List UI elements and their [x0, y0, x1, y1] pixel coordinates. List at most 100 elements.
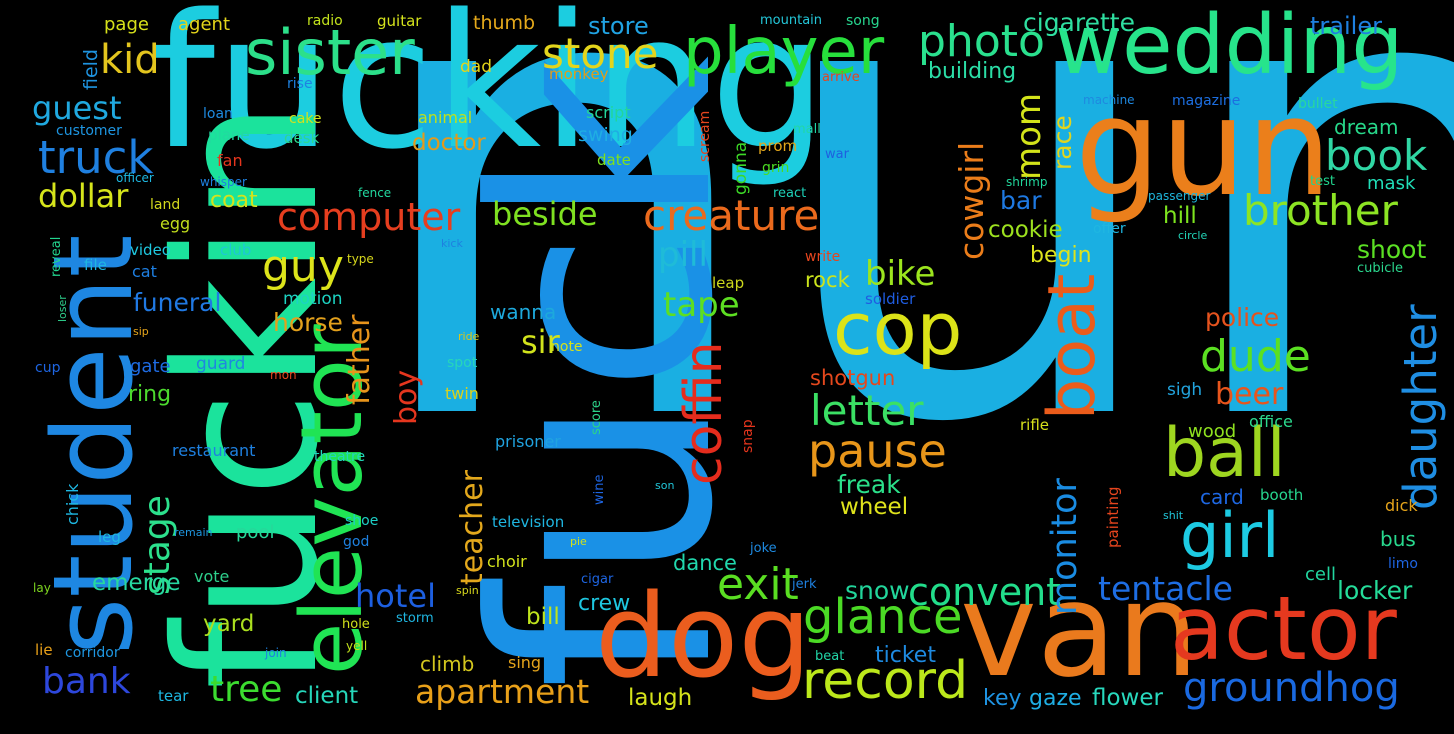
- word-whisper: whisper: [200, 175, 247, 189]
- word-vote: vote: [194, 567, 230, 586]
- word-spot: spot: [447, 355, 478, 371]
- word-shrimp: shrimp: [1006, 175, 1048, 189]
- word-hole: hole: [342, 617, 370, 632]
- word-office: office: [1249, 412, 1293, 431]
- word-lay: lay: [33, 581, 51, 595]
- word-restaurant: restaurant: [172, 441, 256, 460]
- word-coat: coat: [210, 188, 258, 213]
- word-dollar: dollar: [38, 177, 129, 215]
- word-nun: nun: [360, 0, 1454, 562]
- word-gonna: gonna: [731, 141, 751, 195]
- word-soldier: soldier: [865, 290, 916, 308]
- word-wedding: wedding: [1055, 0, 1404, 93]
- word-rock: rock: [805, 268, 850, 292]
- word-beer: beer: [1215, 377, 1284, 412]
- word-bus: bus: [1380, 527, 1416, 551]
- word-key: key: [983, 686, 1022, 711]
- word-radio: radio: [307, 13, 343, 29]
- word-react: react: [773, 186, 807, 201]
- word-kick: kick: [441, 237, 463, 250]
- word-magazine: magazine: [1172, 93, 1241, 109]
- word-book: book: [1325, 131, 1428, 180]
- word-ball: ball: [1163, 414, 1286, 493]
- word-letter: letter: [810, 386, 924, 435]
- word-remain: remain: [174, 526, 213, 539]
- word-joke: joke: [750, 541, 777, 556]
- word-grin: grin: [762, 160, 790, 176]
- word-cigarette: cigarette: [1023, 8, 1135, 37]
- word-player: player: [683, 15, 885, 89]
- word-note: note: [551, 339, 583, 355]
- word-store: store: [588, 12, 649, 40]
- word-storm: storm: [396, 611, 434, 626]
- word-bank: bank: [42, 661, 131, 702]
- word-prom: prom: [758, 137, 798, 155]
- word-girl: girl: [1180, 499, 1280, 572]
- word-hill: hill: [1163, 203, 1197, 229]
- word-cake: cake: [289, 111, 322, 127]
- word-file: file: [84, 256, 107, 274]
- word-freak: freak: [837, 470, 901, 499]
- word-page: page: [104, 14, 149, 35]
- word-snow: snow: [845, 576, 910, 605]
- word-cowgirl: cowgirl: [952, 141, 991, 260]
- word-boy: boy: [389, 369, 424, 425]
- word-desk: desk: [284, 129, 320, 147]
- word-pie: pie: [570, 535, 587, 548]
- word-test: test: [1310, 174, 1335, 189]
- word-cubicle: cubicle: [1357, 261, 1404, 276]
- word-monitor: monitor: [1045, 478, 1085, 615]
- word-leap: leap: [712, 274, 745, 292]
- word-begin: begin: [1030, 243, 1092, 268]
- word-cell: cell: [1305, 564, 1336, 585]
- word-actor: actor: [1170, 577, 1397, 680]
- word-television: television: [492, 513, 565, 531]
- word-groundhog: groundhog: [1183, 665, 1400, 711]
- word-customer: customer: [56, 123, 122, 139]
- word-shoe: shoe: [345, 513, 379, 529]
- word-jerk: jerk: [792, 577, 817, 592]
- word-teacher: teacher: [455, 470, 490, 585]
- word-loan: loan: [203, 106, 233, 122]
- word-record: record: [802, 651, 969, 711]
- word-ring: ring: [128, 382, 172, 407]
- word-lie: lie: [35, 641, 53, 659]
- word-shoot: shoot: [1357, 235, 1427, 264]
- word-bill: bill: [526, 604, 560, 630]
- word-funeral: funeral: [133, 288, 222, 317]
- word-dog: dog: [595, 570, 812, 704]
- word-god: god: [343, 534, 370, 550]
- word-photo: photo: [918, 16, 1045, 67]
- word-yell: yell: [346, 639, 368, 653]
- word-fucking: fucking: [150, 0, 828, 190]
- word-fan: fan: [217, 151, 243, 170]
- word-passenger: passenger: [1148, 189, 1211, 203]
- word-war: war: [825, 147, 849, 162]
- word-daughter: daughter: [1394, 304, 1447, 510]
- word-yard: yard: [203, 611, 255, 637]
- word-exit: exit: [717, 559, 799, 610]
- word-cat: cat: [132, 262, 157, 281]
- word-guitar: guitar: [377, 12, 422, 30]
- word-monkey: monkey: [549, 65, 609, 83]
- word-kid: kid: [100, 37, 160, 83]
- word-swing: swing: [578, 124, 633, 146]
- word-prisoner: prisoner: [495, 432, 561, 451]
- word-dude: dude: [1200, 331, 1311, 382]
- word-choir: choir: [487, 552, 527, 571]
- word-script: script: [586, 103, 631, 122]
- word-client: client: [295, 683, 359, 709]
- word-shit: shit: [1163, 509, 1184, 522]
- word-truck: truck: [38, 131, 154, 184]
- word-dream: dream: [1334, 115, 1399, 139]
- word-sigh: sigh: [1167, 380, 1203, 400]
- word-gate: gate: [130, 356, 171, 377]
- word-dad: dad: [460, 57, 492, 77]
- word-arrive: arrive: [822, 70, 860, 85]
- word-bike: bike: [865, 254, 936, 294]
- word-hotel: hotel: [355, 577, 436, 615]
- word-trailer: trailer: [1310, 12, 1382, 40]
- word-animal: animal: [418, 108, 473, 127]
- word-chick: chick: [63, 483, 82, 525]
- word-circle: circle: [1178, 229, 1208, 242]
